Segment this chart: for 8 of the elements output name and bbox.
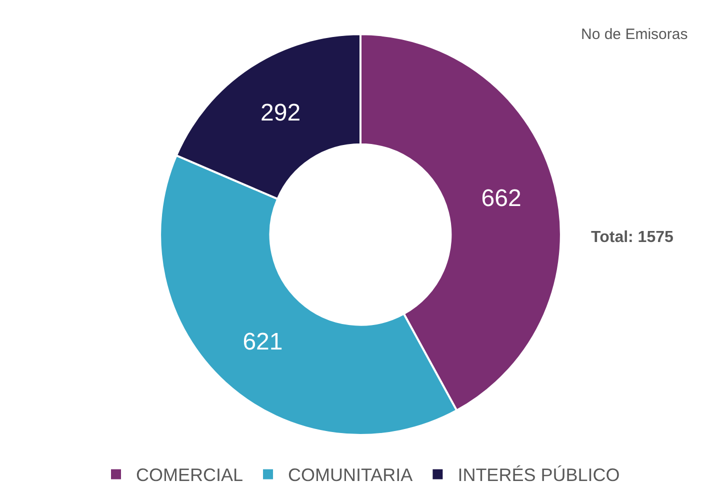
data-label: 292	[260, 100, 301, 127]
data-label: 662	[481, 185, 522, 212]
text: No de Emisoras	[581, 26, 688, 43]
legend-label: INTERÉS PÚBLICO	[458, 465, 620, 486]
legend-label: COMUNITARIA	[288, 465, 413, 486]
legend-label: COMERCIAL	[136, 465, 244, 486]
text: Total: 1575	[591, 229, 674, 246]
data-label: 621	[242, 328, 283, 356]
